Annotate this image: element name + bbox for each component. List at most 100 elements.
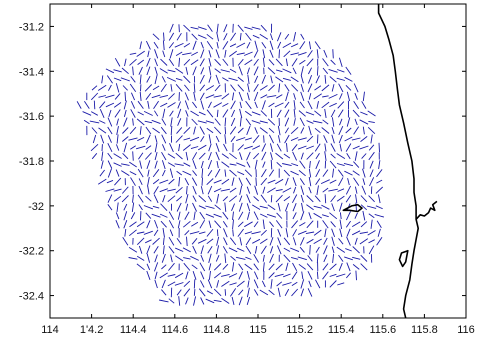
- vector-mark: [238, 91, 243, 101]
- vector-mark: [132, 151, 134, 161]
- vector-mark: [184, 92, 189, 101]
- vector-mark: [198, 205, 206, 210]
- vector-mark: [137, 59, 145, 65]
- vector-mark: [99, 101, 106, 109]
- vector-mark: [314, 127, 321, 134]
- vector-mark: [298, 170, 306, 177]
- vector-mark: [307, 255, 313, 262]
- vector-mark: [366, 205, 377, 209]
- vector-mark: [208, 50, 212, 58]
- vector-mark: [297, 145, 307, 150]
- vector-mark: [231, 109, 236, 118]
- vector-mark: [229, 163, 237, 166]
- bay-outline: [398, 249, 409, 268]
- vector-mark: [337, 69, 345, 73]
- vector-mark: [213, 263, 222, 271]
- vector-mark: [236, 256, 246, 260]
- island-outline: [342, 203, 363, 213]
- vector-mark: [184, 100, 189, 110]
- vector-mark: [245, 256, 252, 260]
- vector-mark: [267, 204, 276, 211]
- vector-mark: [175, 135, 183, 143]
- vector-mark: [260, 177, 268, 186]
- vector-mark: [362, 178, 366, 186]
- vector-mark: [222, 77, 229, 82]
- vector-mark: [278, 83, 281, 93]
- vector-mark: [239, 152, 243, 161]
- vector-mark: [260, 24, 267, 32]
- vector-mark: [260, 94, 268, 99]
- vector-mark: [352, 145, 360, 150]
- vector-mark: [369, 177, 375, 187]
- vector-mark: [215, 255, 220, 262]
- vector-mark: [308, 168, 312, 178]
- vector-mark: [220, 188, 230, 192]
- vector-mark: [123, 142, 128, 153]
- vector-mark: [239, 117, 242, 127]
- vector-mark: [116, 134, 119, 144]
- vector-mark: [214, 58, 222, 66]
- vector-mark: [136, 255, 145, 261]
- vector-mark: [183, 126, 191, 135]
- vector-mark: [167, 195, 176, 203]
- vector-mark: [200, 67, 205, 75]
- vector-mark: [147, 50, 150, 58]
- vector-mark: [353, 83, 359, 93]
- vector-mark: [275, 69, 283, 73]
- vector-mark: [254, 40, 258, 51]
- vector-mark: [238, 211, 244, 220]
- vector-mark: [253, 196, 260, 202]
- vector-mark: [332, 168, 335, 178]
- vector-mark: [105, 68, 115, 74]
- vector-mark: [313, 212, 323, 219]
- vector-mark: [239, 101, 242, 109]
- vector-mark: [144, 152, 152, 160]
- vector-mark: [297, 51, 307, 56]
- vector-mark: [323, 135, 328, 143]
- vector-mark: [216, 161, 219, 169]
- vector-mark: [199, 211, 206, 220]
- vector-mark: [129, 229, 137, 237]
- vector-mark: [308, 93, 312, 100]
- vector-mark: [290, 76, 299, 83]
- vector-mark: [351, 230, 361, 236]
- vector-mark: [207, 246, 213, 254]
- vector-mark: [374, 213, 385, 218]
- vector-mark: [329, 212, 338, 220]
- vector-mark: [360, 263, 368, 271]
- vector-mark: [331, 228, 336, 238]
- vector-mark: [313, 120, 323, 124]
- vector-mark: [193, 296, 197, 306]
- vector-mark: [360, 111, 368, 116]
- vector-mark: [123, 220, 128, 229]
- vector-mark: [154, 74, 158, 85]
- vector-mark: [192, 66, 197, 76]
- vector-mark: [275, 76, 284, 83]
- vector-mark: [154, 49, 159, 59]
- vector-mark: [275, 152, 284, 160]
- vector-mark: [354, 92, 358, 100]
- vector-mark: [76, 101, 82, 109]
- vector-mark: [222, 40, 229, 50]
- vector-mark: [198, 152, 206, 160]
- vector-mark: [346, 117, 351, 127]
- vector-mark: [345, 272, 352, 279]
- vector-mark: [178, 143, 181, 152]
- vector-mark: [361, 185, 367, 195]
- vector-mark: [197, 120, 207, 124]
- vector-mark: [223, 143, 228, 152]
- vector-mark: [377, 228, 381, 237]
- vector-mark: [216, 280, 220, 288]
- vector-mark: [297, 137, 307, 141]
- vector-mark: [190, 110, 199, 117]
- vector-mark: [330, 59, 336, 66]
- vector-mark: [284, 288, 290, 297]
- vector-mark: [251, 204, 261, 210]
- vector-mark: [185, 66, 189, 75]
- vector-mark: [251, 111, 261, 116]
- vector-mark: [208, 263, 212, 271]
- vector-mark: [290, 52, 299, 56]
- vector-mark: [160, 203, 168, 212]
- vector-mark: [153, 246, 159, 254]
- vector-mark: [338, 83, 344, 93]
